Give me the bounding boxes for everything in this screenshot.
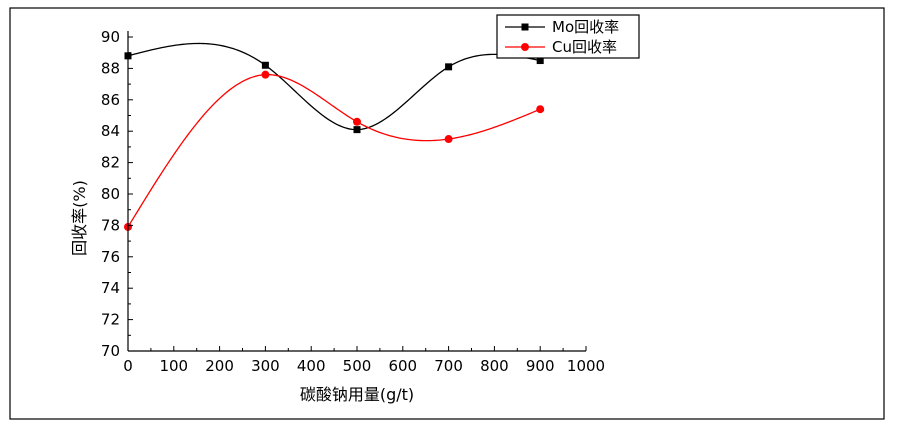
series-line-cu [127, 73, 541, 228]
y-tick-label: 86 [101, 91, 120, 109]
y-axis-title: 回收率(%) [70, 180, 89, 256]
x-tick-label: 300 [251, 357, 280, 375]
x-tick-label: 100 [159, 357, 188, 375]
data-point-cu [444, 135, 453, 144]
y-tick-label: 80 [101, 185, 120, 203]
y-tick-label: 70 [101, 342, 120, 360]
data-point-mo [261, 61, 269, 69]
x-tick-label: 1000 [567, 357, 605, 375]
data-point-mo [536, 57, 544, 65]
y-tick-label: 76 [101, 248, 120, 266]
y-tick-label: 78 [101, 216, 120, 234]
y-tick-label: 74 [101, 279, 120, 297]
x-tick-label: 900 [526, 357, 555, 375]
axis-layer: 回收率(%) 碳酸钠用量(g/t) 0 100 200 300 400 500 600 700… [70, 28, 605, 404]
x-tick-label: 700 [434, 357, 463, 375]
y-tick-label: 88 [101, 59, 120, 77]
legend-marker-mo [521, 23, 529, 31]
x-tick-label: 200 [205, 357, 234, 375]
legend-label-cu: Cu回收率 [552, 38, 617, 56]
series-line-mo [127, 42, 541, 131]
y-tick-label: 82 [101, 154, 120, 172]
y-tick-label: 72 [101, 311, 120, 329]
x-tick-label: 500 [343, 357, 372, 375]
legend-marker-cu [521, 43, 529, 51]
data-point-cu [353, 117, 361, 126]
legend-box [496, 14, 640, 59]
x-tick-label: 0 [123, 357, 133, 375]
x-tick-label: 400 [297, 357, 326, 375]
x-axis-title: 碳酸钠用量(g/t) [300, 385, 414, 404]
x-tick-label: 800 [480, 357, 509, 375]
data-point-cu [261, 70, 270, 79]
legend-label-mo: Mo回收率 [552, 18, 619, 36]
data-point-mo [353, 126, 361, 134]
figure-border [9, 7, 885, 420]
plot-layer [124, 42, 545, 231]
y-tick-label: 84 [101, 122, 120, 140]
data-point-mo [445, 63, 453, 71]
data-point-cu [536, 105, 545, 114]
x-tick-label: 600 [388, 357, 417, 375]
legend: Mo回收率 Cu回收率 [496, 14, 640, 59]
y-tick-label: 90 [101, 28, 120, 46]
